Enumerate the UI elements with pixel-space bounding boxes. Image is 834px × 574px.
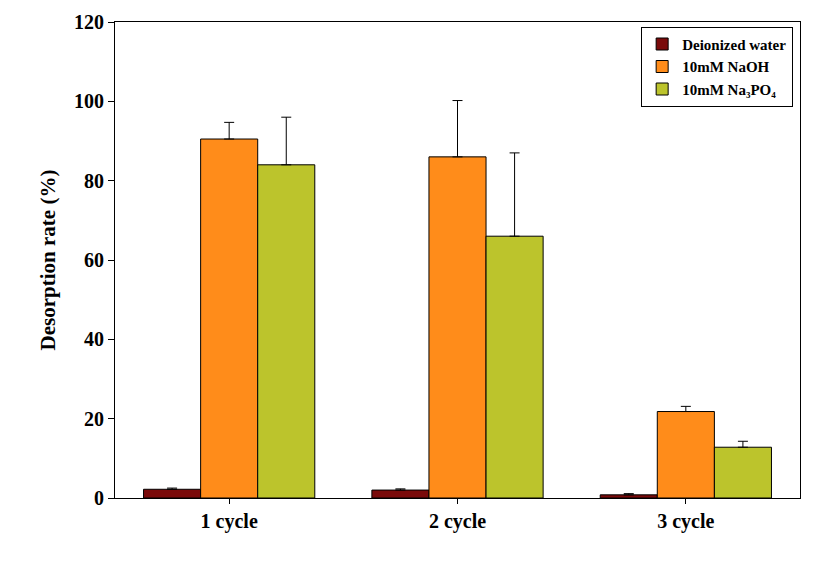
svg-text:Desorption rate (%): Desorption rate (%) xyxy=(36,170,60,351)
svg-text:60: 60 xyxy=(84,249,104,271)
svg-text:100: 100 xyxy=(74,90,104,112)
svg-text:3 cycle: 3 cycle xyxy=(657,510,714,533)
svg-text:120: 120 xyxy=(74,11,104,33)
svg-text:1 cycle: 1 cycle xyxy=(201,510,258,533)
svg-text:10mM NaOH: 10mM NaOH xyxy=(682,59,769,75)
svg-text:10mM Na₃PO₄: 10mM Na₃PO₄ xyxy=(682,82,776,98)
svg-text:2 cycle: 2 cycle xyxy=(429,510,486,533)
svg-text:0: 0 xyxy=(94,487,104,509)
svg-text:20: 20 xyxy=(84,408,104,430)
svg-text:40: 40 xyxy=(84,328,104,350)
svg-text:Deionized water: Deionized water xyxy=(682,37,786,53)
svg-text:80: 80 xyxy=(84,170,104,192)
